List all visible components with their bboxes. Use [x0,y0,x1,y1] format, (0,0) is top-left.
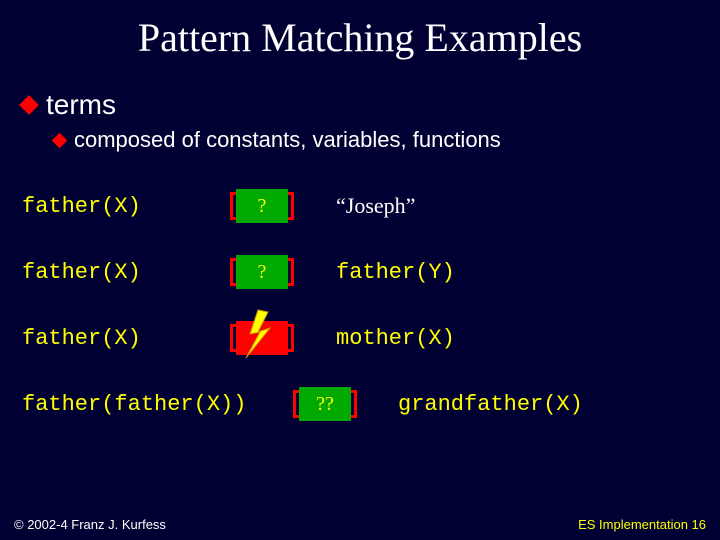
example-rows: father(X) ? “Joseph” father(X) ? father(… [0,153,720,437]
example-row: father(X) ? father(Y) [0,239,720,305]
slide-title: Pattern Matching Examples [0,0,720,61]
question-mark: ? [258,261,267,284]
row-lhs: father(X) [22,194,212,219]
row-rhs: “Joseph” [312,193,415,219]
row-symbol: ? [212,192,312,220]
row-lhs: father(X) [22,326,212,351]
row-lhs: father(father(X)) [22,392,282,417]
row-symbol [212,324,312,352]
bullet-level2: composed of constants, variables, functi… [0,121,720,153]
fail-box-icon [230,324,294,352]
footer-copyright: © 2002-4 Franz J. Kurfess [14,517,166,532]
slide-footer: © 2002-4 Franz J. Kurfess ES Implementat… [0,517,720,532]
bullet-diamond-icon [52,132,68,148]
row-rhs: father(Y) [312,260,455,285]
example-row: father(X) mother(X) [0,305,720,371]
footer-page-number: ES Implementation 16 [578,517,706,532]
row-rhs: grandfather(X) [368,392,583,417]
row-lhs: father(X) [22,260,212,285]
question-box-icon: ?? [293,390,357,418]
example-row: father(father(X)) ?? grandfather(X) [0,371,720,437]
bullet-level1: terms [0,61,720,121]
question-mark: ? [258,195,267,218]
question-box-icon: ? [230,192,294,220]
row-symbol: ?? [282,390,368,418]
question-box-icon: ? [230,258,294,286]
question-mark: ?? [316,393,334,416]
row-rhs: mother(X) [312,326,455,351]
bullet-diamond-icon [19,95,39,115]
row-symbol: ? [212,258,312,286]
bullet-l1-text: terms [46,89,116,121]
lightning-icon [236,308,286,364]
bullet-l2-text: composed of constants, variables, functi… [74,127,501,153]
example-row: father(X) ? “Joseph” [0,173,720,239]
